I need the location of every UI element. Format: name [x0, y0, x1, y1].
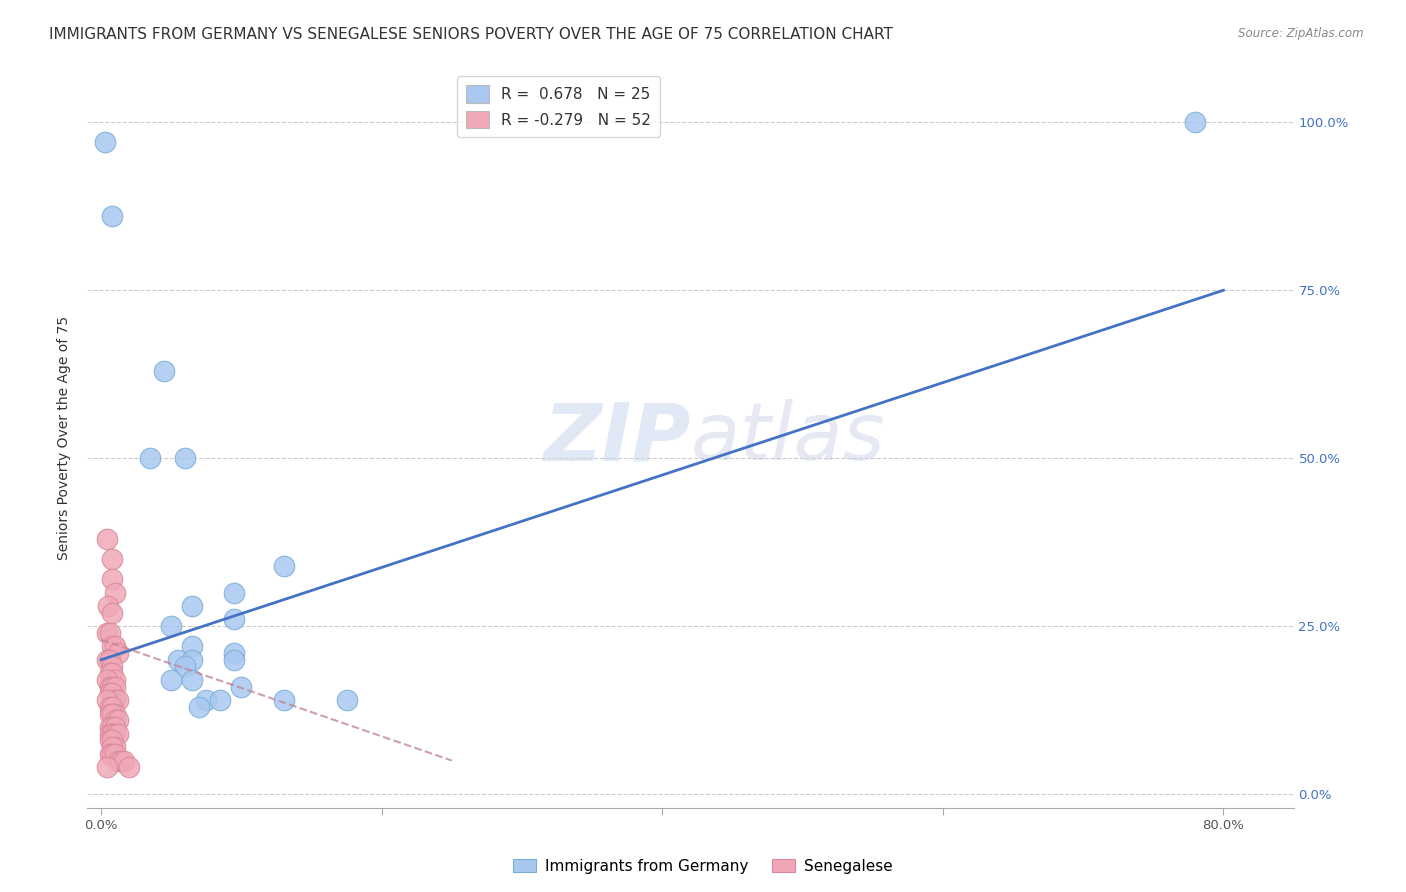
- Legend: Immigrants from Germany, Senegalese: Immigrants from Germany, Senegalese: [508, 853, 898, 880]
- Point: [118, 760, 141, 774]
- Point: [101, 740, 124, 755]
- Point: [181, 640, 204, 654]
- Point: [101, 706, 124, 721]
- Point: [224, 653, 246, 667]
- Point: [101, 606, 124, 620]
- Point: [107, 754, 129, 768]
- Point: [104, 727, 127, 741]
- Point: [96, 532, 118, 546]
- Point: [104, 693, 127, 707]
- Point: [98, 699, 121, 714]
- Point: [101, 727, 124, 741]
- Point: [107, 713, 129, 727]
- Legend: R =  0.678   N = 25, R = -0.279   N = 52: R = 0.678 N = 25, R = -0.279 N = 52: [457, 76, 659, 137]
- Point: [336, 693, 359, 707]
- Point: [96, 673, 118, 687]
- Point: [97, 599, 120, 613]
- Point: [104, 747, 127, 761]
- Point: [98, 747, 121, 761]
- Point: [101, 659, 124, 673]
- Text: atlas: atlas: [690, 399, 886, 477]
- Point: [181, 673, 204, 687]
- Point: [139, 451, 162, 466]
- Point: [112, 754, 135, 768]
- Point: [209, 693, 232, 707]
- Text: Source: ZipAtlas.com: Source: ZipAtlas.com: [1239, 27, 1364, 40]
- Point: [101, 699, 124, 714]
- Point: [96, 626, 118, 640]
- Point: [96, 653, 118, 667]
- Point: [1184, 115, 1206, 129]
- Point: [273, 693, 295, 707]
- Point: [110, 754, 132, 768]
- Point: [98, 653, 121, 667]
- Point: [96, 760, 118, 774]
- Point: [98, 626, 121, 640]
- Point: [101, 572, 124, 586]
- Point: [101, 720, 124, 734]
- Point: [104, 640, 127, 654]
- Point: [104, 720, 127, 734]
- Point: [98, 727, 121, 741]
- Point: [101, 210, 124, 224]
- Point: [101, 680, 124, 694]
- Point: [104, 740, 127, 755]
- Point: [107, 646, 129, 660]
- Point: [94, 136, 117, 150]
- Point: [224, 585, 246, 599]
- Point: [181, 653, 204, 667]
- Point: [101, 733, 124, 747]
- Point: [195, 693, 218, 707]
- Text: ZIP: ZIP: [543, 399, 690, 477]
- Point: [107, 727, 129, 741]
- Point: [104, 706, 127, 721]
- Point: [98, 666, 121, 681]
- Point: [107, 693, 129, 707]
- Point: [101, 640, 124, 654]
- Point: [96, 693, 118, 707]
- Point: [174, 451, 197, 466]
- Point: [188, 699, 211, 714]
- Point: [101, 552, 124, 566]
- Point: [160, 619, 183, 633]
- Point: [98, 720, 121, 734]
- Text: IMMIGRANTS FROM GERMANY VS SENEGALESE SENIORS POVERTY OVER THE AGE OF 75 CORRELA: IMMIGRANTS FROM GERMANY VS SENEGALESE SE…: [49, 27, 893, 42]
- Point: [160, 673, 183, 687]
- Point: [101, 666, 124, 681]
- Point: [104, 680, 127, 694]
- Point: [104, 713, 127, 727]
- Point: [153, 364, 176, 378]
- Point: [181, 599, 204, 613]
- Point: [101, 747, 124, 761]
- Point: [224, 612, 246, 626]
- Point: [104, 673, 127, 687]
- Point: [231, 680, 253, 694]
- Point: [104, 585, 127, 599]
- Point: [98, 706, 121, 721]
- Point: [273, 558, 295, 573]
- Point: [224, 646, 246, 660]
- Point: [101, 686, 124, 700]
- Point: [98, 680, 121, 694]
- Point: [98, 733, 121, 747]
- Point: [98, 686, 121, 700]
- Y-axis label: Seniors Poverty Over the Age of 75: Seniors Poverty Over the Age of 75: [58, 316, 72, 560]
- Point: [174, 659, 197, 673]
- Point: [167, 653, 190, 667]
